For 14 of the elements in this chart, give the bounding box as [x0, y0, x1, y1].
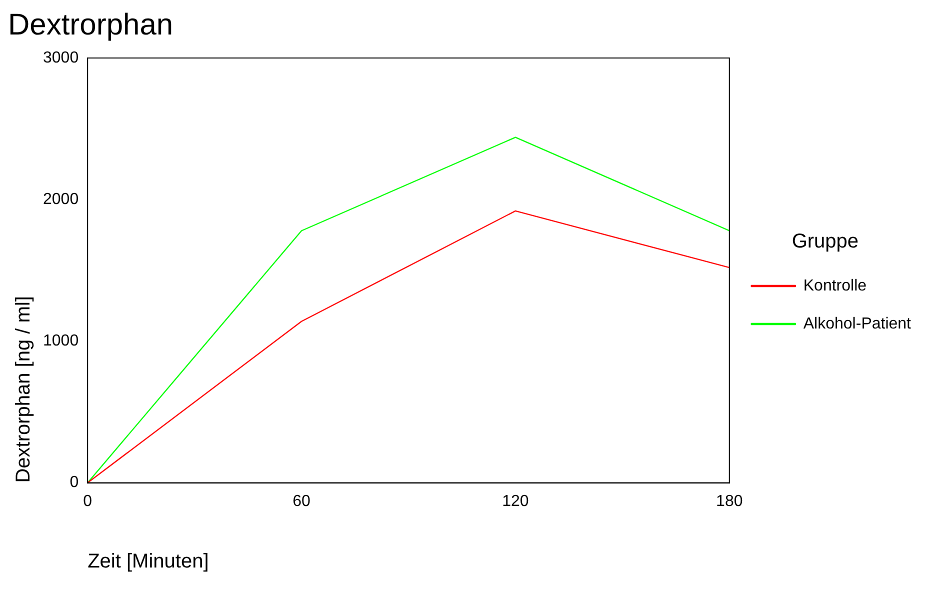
legend-label: Kontrolle: [803, 277, 867, 294]
y-tick-label: 3000: [43, 49, 79, 66]
y-axis-title: Dextrorphan [ng / ml]: [12, 296, 35, 483]
x-tick-label: 120: [502, 492, 529, 510]
y-tick-label: 1000: [43, 332, 79, 350]
chart-title: Dextrorphan: [8, 8, 174, 42]
x-tick-label: 60: [292, 492, 311, 510]
x-axis-title: Zeit [Minuten]: [88, 550, 209, 573]
y-tick-label: 0: [70, 474, 79, 492]
y-tick-label: 2000: [43, 191, 79, 208]
legend-title: Gruppe: [792, 230, 859, 253]
legend-label: Alkohol-Patient: [803, 315, 912, 332]
x-tick-label: 180: [716, 492, 743, 510]
x-tick-label: 0: [83, 492, 92, 510]
